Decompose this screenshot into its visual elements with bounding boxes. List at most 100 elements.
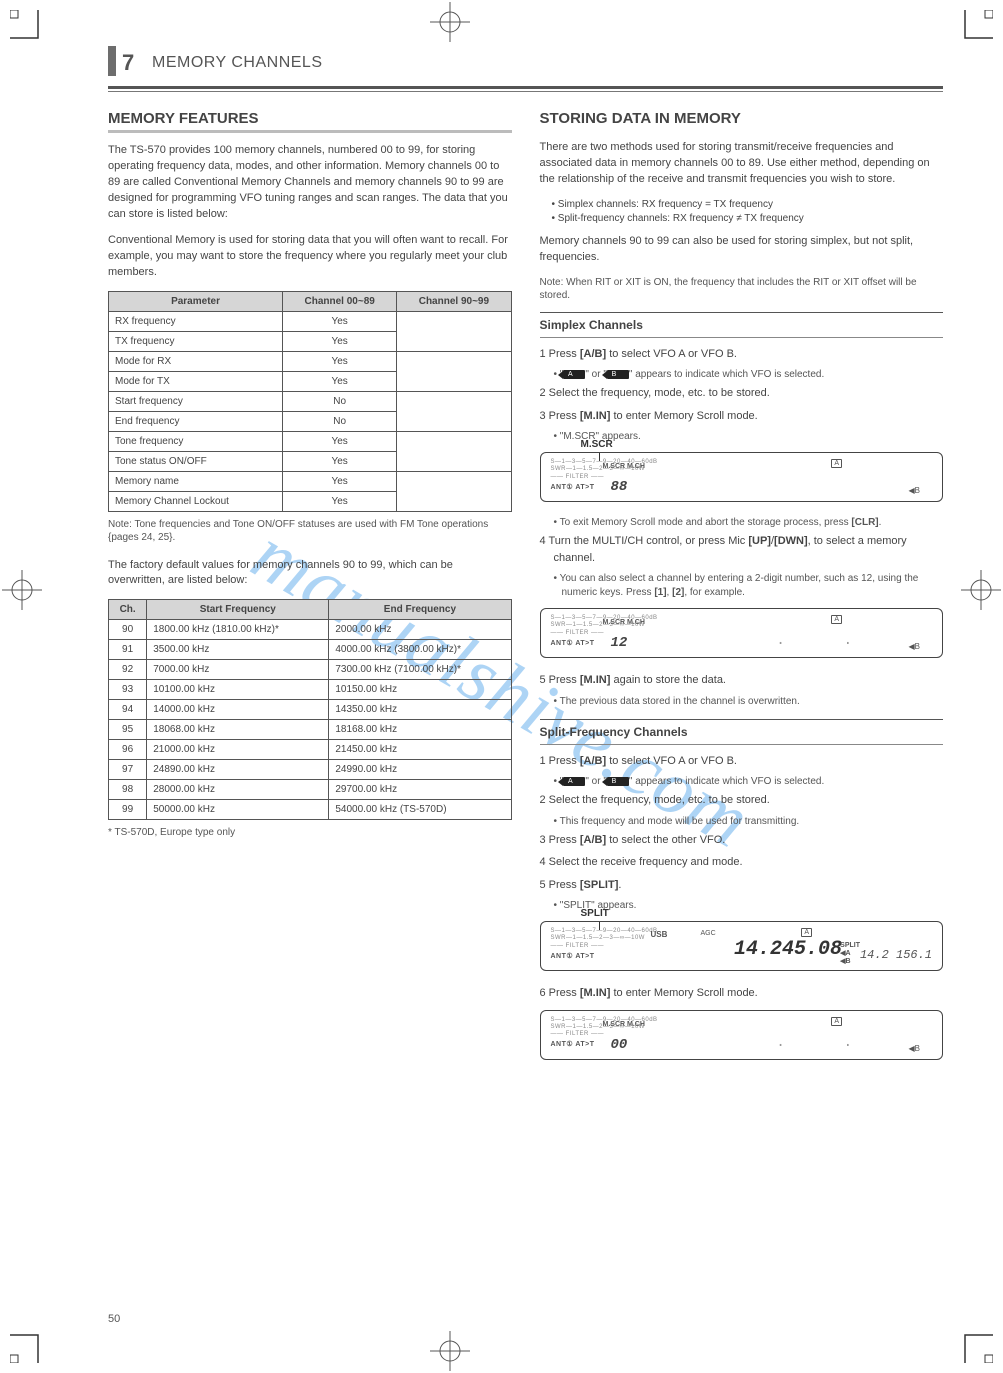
step-text: 6 Press [M.IN] to enter Memory Scroll mo… bbox=[540, 985, 944, 1002]
lcd-display: S—1—3—5—7—9—20—40—60dB SWR—1—1.5—2—3—∞—1… bbox=[540, 1010, 944, 1060]
main-frequency: 14.245.08 bbox=[734, 938, 842, 961]
mode-indicator: USB bbox=[651, 930, 668, 939]
step-text: • You can also select a channel by enter… bbox=[540, 572, 944, 600]
table-header: Channel 00~89 bbox=[283, 291, 397, 311]
table-row: Mode for RXYes bbox=[109, 351, 512, 371]
sub-frequency: 14.2 156.1 bbox=[860, 948, 932, 962]
vfo-a-icon: A bbox=[563, 777, 585, 786]
mscr-indicator: M.SCR M.CH bbox=[603, 619, 645, 627]
chapter-number: 7 bbox=[122, 50, 134, 76]
rule-thick bbox=[108, 86, 943, 89]
vfo-b-icon: B bbox=[607, 777, 629, 786]
display-indicator-label: M.SCR bbox=[581, 439, 613, 450]
paragraph: Memory channels 90 to 99 can also be use… bbox=[540, 234, 944, 266]
table-row: Tone frequencyYes bbox=[109, 431, 512, 451]
table-row: 9828000.00 kHz29700.00 kHz bbox=[109, 780, 512, 800]
section-heading: MEMORY FEATURES bbox=[108, 110, 512, 133]
vfo-a-tag: A bbox=[831, 615, 842, 624]
step-text: 1 Press [A/B] to select VFO A or VFO B. bbox=[540, 753, 944, 770]
freq-placeholder: . . bbox=[776, 633, 852, 649]
split-indicators: SPLIT◀A◀B bbox=[840, 942, 860, 965]
meter-scale: S—1—3—5—7—9—20—40—60dB bbox=[551, 928, 933, 935]
display-indicators: ANT① AT>T bbox=[551, 639, 933, 647]
reg-right bbox=[961, 570, 1001, 610]
reg-top bbox=[430, 2, 470, 42]
step-text: • This frequency and mode will be used f… bbox=[540, 815, 944, 829]
filter-label: —— FILTER —— bbox=[551, 474, 933, 481]
defaults-table: Ch.Start FrequencyEnd Frequency901800.00… bbox=[108, 599, 512, 820]
paragraph: Conventional Memory is used for storing … bbox=[108, 233, 512, 281]
table-row: 9310100.00 kHz10150.00 kHz bbox=[109, 680, 512, 700]
crop-bot-right bbox=[958, 1328, 993, 1363]
crop-bot-left bbox=[10, 1328, 45, 1363]
reg-left bbox=[2, 570, 42, 610]
left-column: MEMORY FEATURES The TS-570 provides 100 … bbox=[108, 110, 512, 1303]
vfo-b-tag: ◀B bbox=[909, 1044, 921, 1053]
bullet: • Simplex channels: RX frequency = TX fr… bbox=[552, 198, 944, 212]
table-row: 913500.00 kHz4000.00 kHz (3800.00 kHz)* bbox=[109, 640, 512, 660]
crop-top-left bbox=[10, 10, 45, 45]
step-text: 5 Press [SPLIT]. bbox=[540, 877, 944, 894]
rule-thin bbox=[108, 91, 943, 92]
step-text: • "A" or "B" appears to indicate which V… bbox=[540, 368, 944, 382]
table-row: RX frequencyYes bbox=[109, 311, 512, 331]
table-header: Parameter bbox=[109, 291, 283, 311]
vfo-a-tag: A bbox=[831, 1017, 842, 1026]
vfo-b-tag: ◀B bbox=[909, 642, 921, 651]
paragraph: There are two methods used for storing t… bbox=[540, 140, 944, 188]
table-header: Ch. bbox=[109, 600, 147, 620]
paragraph: The factory default values for memory ch… bbox=[108, 558, 512, 590]
page-number: 50 bbox=[108, 1313, 120, 1325]
step-text: 5 Press [M.IN] again to store the data. bbox=[540, 672, 944, 689]
table-header: End Frequency bbox=[329, 600, 511, 620]
subsection-heading: Split-Frequency Channels bbox=[540, 719, 944, 745]
mscr-indicator: M.SCR M.CH bbox=[603, 463, 645, 471]
section-tab bbox=[108, 46, 116, 76]
paragraph: The TS-570 provides 100 memory channels,… bbox=[108, 143, 512, 223]
vfo-a-tag: A bbox=[831, 459, 842, 468]
subsection-heading: Simplex Channels bbox=[540, 312, 944, 338]
vfo-a-icon: A bbox=[563, 370, 585, 379]
display-indicator-label: SPLIT bbox=[581, 908, 609, 919]
filter-label: —— FILTER —— bbox=[551, 630, 933, 637]
table-note: Note: Tone frequencies and Tone ON/OFF s… bbox=[108, 518, 512, 544]
table-row: 927000.00 kHz7300.00 kHz (7100.00 kHz)* bbox=[109, 660, 512, 680]
table-row: 901800.00 kHz (1810.00 kHz)*2000.00 kHz bbox=[109, 620, 512, 640]
table-row: 9621000.00 kHz21450.00 kHz bbox=[109, 740, 512, 760]
parameter-table: ParameterChannel 00~89Channel 90~99RX fr… bbox=[108, 291, 512, 512]
channel-number: 00 bbox=[611, 1037, 628, 1053]
filter-label: —— FILTER —— bbox=[551, 1031, 933, 1038]
step-text: 4 Select the receive frequency and mode. bbox=[540, 854, 944, 871]
channel-number: 12 bbox=[611, 635, 628, 651]
section-heading: STORING DATA IN MEMORY bbox=[540, 110, 944, 130]
display-indicators: ANT① AT>T bbox=[551, 1040, 933, 1048]
table-note: * TS-570D, Europe type only bbox=[108, 826, 512, 839]
vfo-b-tag: ◀B bbox=[909, 486, 921, 495]
step-text: 1 Press [A/B] to select VFO A or VFO B. bbox=[540, 346, 944, 363]
reg-bot bbox=[430, 1331, 470, 1371]
lcd-display: M.SCR S—1—3—5—7—9—20—40—60dB SWR—1—1.5—2… bbox=[540, 452, 944, 502]
mscr-indicator: M.SCR M.CH bbox=[603, 1021, 645, 1029]
table-header: Channel 90~99 bbox=[397, 291, 511, 311]
step-text: 3 Press [M.IN] to enter Memory Scroll mo… bbox=[540, 408, 944, 425]
chapter-title: MEMORY CHANNELS bbox=[152, 54, 323, 72]
note: Note: When RIT or XIT is ON, the frequen… bbox=[540, 276, 944, 302]
channel-number: 88 bbox=[611, 479, 628, 495]
step-text: • To exit Memory Scroll mode and abort t… bbox=[540, 516, 944, 530]
vfo-a-tag: A bbox=[801, 928, 812, 937]
step-text: 2 Select the frequency, mode, etc. to be… bbox=[540, 792, 944, 809]
page-content: 7 MEMORY CHANNELS MEMORY FEATURES The TS… bbox=[60, 50, 943, 1303]
table-row: Start frequencyNo bbox=[109, 391, 512, 411]
table-row: 9414000.00 kHz14350.00 kHz bbox=[109, 700, 512, 720]
table-row: 9724890.00 kHz24990.00 kHz bbox=[109, 760, 512, 780]
step-text: 2 Select the frequency, mode, etc. to be… bbox=[540, 385, 944, 402]
freq-placeholder: . . bbox=[776, 1035, 852, 1051]
step-text: 4 Turn the MULTI/CH control, or press Mi… bbox=[540, 533, 944, 566]
bullet: • Split-frequency channels: RX frequency… bbox=[552, 212, 944, 226]
agc-indicator: AGC bbox=[701, 930, 716, 937]
table-header: Start Frequency bbox=[147, 600, 329, 620]
right-column: STORING DATA IN MEMORY There are two met… bbox=[540, 110, 944, 1303]
step-text: 3 Press [A/B] to select the other VFO. bbox=[540, 832, 944, 849]
step-text: • The previous data stored in the channe… bbox=[540, 695, 944, 709]
table-row: Memory nameYes bbox=[109, 471, 512, 491]
